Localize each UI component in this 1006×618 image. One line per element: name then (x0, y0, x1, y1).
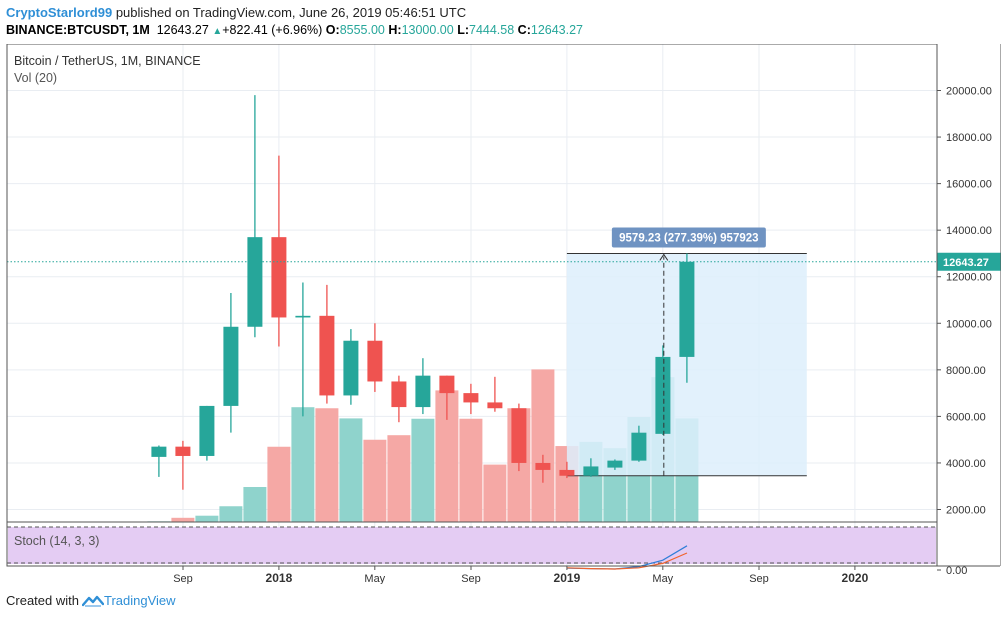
candle-body (463, 393, 479, 403)
volume-bar (459, 418, 483, 522)
last-price-badge (937, 252, 1001, 271)
y-tick-label: 6000.00 (946, 411, 986, 423)
publish-text: published on TradingView.com, June 26, 2… (115, 5, 467, 20)
tradingview-logo-icon (81, 595, 104, 607)
close-label: C: (517, 23, 531, 37)
y-tick-label: 12000.00 (946, 272, 992, 284)
y-tick-label: 14000.00 (946, 225, 992, 237)
stoch-d-line (566, 552, 688, 570)
volume-bar (531, 369, 555, 522)
y-tick-label: 10000.00 (946, 318, 992, 330)
volume-bar (219, 506, 243, 522)
author-link[interactable]: CryptoStarlord99 (6, 5, 113, 20)
candlestick-chart[interactable]: 9579.23 (277.39%) 957923 12643.27 2000.00… (0, 43, 1006, 585)
low-value: 7444.58 (469, 23, 515, 37)
y-tick-label: 18000.00 (946, 132, 992, 144)
stoch-tick-label: 0.00 (946, 565, 967, 577)
candle-body (631, 432, 647, 461)
change-value: +822.41 (+6.96%) (222, 23, 323, 37)
candle-body (679, 261, 695, 357)
up-arrow-icon: ▲ (212, 26, 223, 37)
candle-body (271, 237, 287, 318)
x-tick-label: 2019 (554, 571, 581, 584)
volume-bar (483, 464, 507, 522)
volume-bar (435, 390, 459, 522)
stoch-label: Stoch (14, 3, 3) (14, 534, 99, 548)
right-border (1000, 44, 1001, 566)
symbol-label: BINANCE:BTCUSDT, 1M (6, 23, 150, 37)
open-label: O: (325, 23, 340, 37)
publish-info: CryptoStarlord99 published on TradingVie… (6, 5, 466, 20)
y-tick-label: 2000.00 (946, 505, 986, 517)
volume-bar (195, 515, 219, 522)
ohlc-line: BINANCE:BTCUSDT, 1M 12643.27 ▲+822.41 (+… (6, 23, 583, 37)
open-value: 8555.00 (339, 23, 385, 37)
volume-bar (291, 407, 315, 522)
measure-badge-label: 9579.23 (277.39%) 957923 (619, 232, 758, 244)
chart-title: Bitcoin / TetherUS, 1M, BINANCE (14, 54, 201, 68)
high-value: 13000.00 (401, 23, 454, 37)
candle-body (439, 375, 455, 394)
candle-body (559, 469, 575, 476)
volume-bar (267, 446, 291, 522)
x-tick-label: 2018 (266, 571, 293, 584)
y-tick-label: 20000.00 (946, 86, 992, 98)
candle-body (511, 408, 527, 463)
candle-body (367, 340, 383, 382)
footer: Created with TradingView (6, 593, 176, 609)
candle-body (295, 315, 311, 318)
tradingview-link[interactable]: TradingView (103, 593, 176, 608)
close-value: 12643.27 (530, 23, 584, 37)
x-tick-label: May (364, 573, 385, 584)
candle-body (223, 326, 239, 406)
candle-body (607, 460, 623, 468)
volume-label: Vol (20) (14, 71, 57, 85)
high-label: H: (388, 23, 402, 37)
candle-body (487, 402, 503, 409)
chart-container[interactable]: 9579.23 (277.39%) 957923 12643.27 2000.00… (0, 43, 1006, 585)
candle-body (535, 462, 551, 470)
y-tick-label: 16000.00 (946, 179, 992, 191)
low-label: L: (457, 23, 469, 37)
stoch-band (8, 527, 936, 564)
candle-body (343, 340, 359, 396)
candle-body (151, 446, 167, 457)
volume-bar (171, 517, 195, 522)
candle-body (415, 375, 431, 408)
candle-body (175, 446, 191, 456)
volume-bar (363, 439, 387, 522)
created-with-text: Created with (6, 593, 79, 608)
x-tick-label: 2020 (842, 571, 869, 584)
x-tick-label: Sep (749, 573, 769, 584)
candle-body (583, 466, 599, 476)
y-tick-label: 8000.00 (946, 365, 986, 377)
x-tick-label: Sep (461, 573, 481, 584)
volume-bar (387, 435, 411, 522)
volume-bar (339, 418, 363, 522)
x-tick-label: May (652, 573, 673, 584)
volume-bar (411, 418, 435, 522)
last-price-label: 12643.27 (943, 257, 989, 269)
measure-badge (611, 227, 766, 248)
volume-bar (315, 408, 339, 522)
candle-body (655, 356, 671, 434)
volume-bar (243, 487, 267, 522)
candle-body (247, 237, 263, 327)
x-tick-label: Sep (173, 573, 193, 584)
candle-body (391, 381, 407, 408)
measure-arrow-head (659, 253, 669, 261)
y-tick-label: 4000.00 (946, 458, 986, 470)
candle-body (199, 405, 215, 456)
candle-body (319, 315, 335, 396)
last-value: 12643.27 (156, 23, 209, 37)
